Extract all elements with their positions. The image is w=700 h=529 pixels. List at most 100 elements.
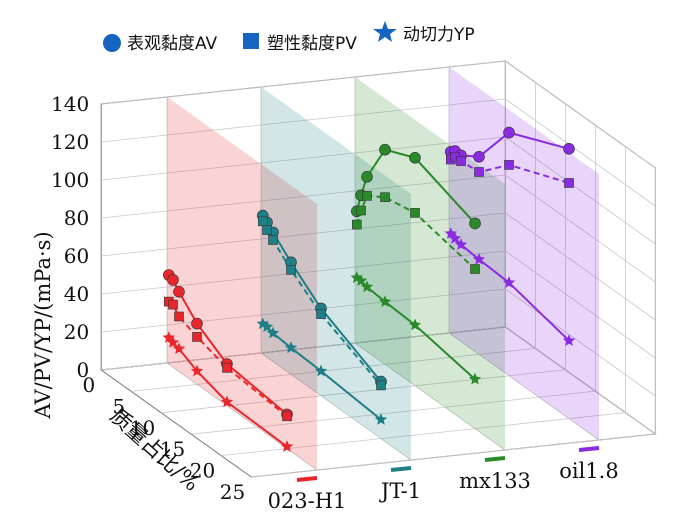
point-yp [260, 320, 274, 333]
plane-JT-1 [261, 87, 411, 460]
point-pv [470, 264, 480, 274]
point-av [503, 126, 515, 139]
point-yp [220, 395, 234, 408]
point-yp [166, 336, 180, 348]
point-pv [456, 156, 466, 166]
y-tick-label: 60 [64, 244, 89, 268]
grid-line-depth [166, 97, 318, 471]
point-av [191, 317, 203, 330]
category-tick-JT-1 [390, 466, 412, 472]
point-yp [266, 326, 280, 339]
line-pv [261, 220, 382, 387]
x-tick-label: 10 [130, 416, 155, 440]
category-tick-mx133 [484, 456, 506, 462]
point-yp [354, 274, 368, 286]
category-label-JT-1: JT-1 [379, 479, 421, 503]
point-av [167, 274, 179, 286]
point-yp [378, 295, 392, 307]
legend-pv-label: 塑性黏度PV [267, 34, 357, 54]
point-pv [192, 332, 202, 342]
point-yp [280, 440, 294, 452]
category-label-023-H1: 023-H1 [268, 489, 347, 513]
series-oil1.8 [444, 126, 576, 346]
point-av [469, 217, 481, 230]
point-yp [284, 341, 298, 354]
category-labels: 023-H1 JT-1 mx133 oil1.8 [268, 446, 619, 513]
plane-oil1.8 [449, 67, 599, 440]
legend-pv-marker [243, 33, 259, 49]
x-tick-label: 25 [220, 480, 245, 504]
point-pv [168, 299, 178, 310]
y-tick-label: 0 [76, 358, 89, 382]
point-yp [172, 342, 186, 354]
y-axis-title: AV/PV/YP/(mPa·s) [31, 231, 55, 419]
grid-line-depth [260, 87, 412, 461]
point-av [361, 171, 373, 183]
legend-yp-marker [373, 21, 397, 42]
point-yp [374, 413, 388, 425]
point-pv [380, 192, 390, 202]
point-av [379, 143, 391, 156]
point-yp [562, 334, 576, 346]
x-tick-label: 20 [190, 459, 215, 483]
plane-023-H1 [167, 97, 317, 470]
point-yp [190, 364, 204, 377]
y-tick-labels: 0 20 40 60 80 100 120 140 [51, 92, 89, 382]
point-pv [362, 191, 372, 201]
y-tick-label: 80 [64, 206, 89, 230]
point-av [563, 143, 575, 155]
point-pv [282, 411, 292, 422]
grid-line-x [161, 103, 566, 414]
x-tick-label: 15 [160, 437, 185, 461]
point-pv [356, 205, 366, 216]
point-pv [257, 216, 268, 227]
y-tick-label: 140 [51, 92, 89, 116]
point-pv [222, 362, 232, 373]
point-pv [268, 235, 278, 245]
legend: 表观黏度AV 塑性黏度PV 动切力YP [103, 21, 475, 54]
point-av [173, 285, 185, 298]
point-pv [410, 208, 420, 218]
point-yp [314, 364, 328, 377]
grid-lines [99, 60, 657, 478]
legend-av-marker [103, 34, 121, 52]
category-planes [167, 67, 599, 470]
point-yp [468, 372, 482, 385]
y-tick-label: 100 [51, 168, 89, 192]
category-tick-oil1.8 [578, 446, 600, 452]
grid-line-x [191, 125, 596, 435]
grid-line-x [251, 168, 656, 478]
category-tick-023-H1 [296, 476, 318, 482]
point-pv [504, 160, 514, 170]
y-tick-label: 40 [64, 282, 89, 306]
y-tick-label: 20 [64, 320, 89, 344]
grid-line-x [221, 146, 626, 456]
point-yp [408, 318, 422, 331]
point-pv [351, 219, 362, 230]
series-JT-1 [256, 209, 388, 425]
series-lines [162, 126, 576, 452]
point-pv [174, 311, 184, 322]
grid-line-x [131, 82, 536, 392]
series-023-H1 [162, 269, 294, 452]
category-label-oil1.8: oil1.8 [559, 459, 618, 483]
plane-mx133 [355, 77, 505, 450]
point-pv [286, 265, 296, 275]
point-av [473, 151, 485, 163]
point-pv [564, 178, 574, 188]
point-yp [454, 238, 468, 250]
point-av [409, 152, 421, 164]
series-mx133 [350, 143, 482, 385]
point-pv [474, 167, 484, 177]
x-tick-label: 5 [112, 394, 125, 418]
legend-yp-label: 动切力YP [403, 25, 475, 45]
point-pv [376, 380, 386, 391]
x-tick-label: 0 [82, 373, 95, 397]
point-yp [502, 276, 516, 288]
legend-av-label: 表观黏度AV [127, 34, 218, 54]
point-yp [360, 280, 374, 293]
grid-line-x [101, 61, 506, 371]
point-pv [262, 225, 272, 235]
